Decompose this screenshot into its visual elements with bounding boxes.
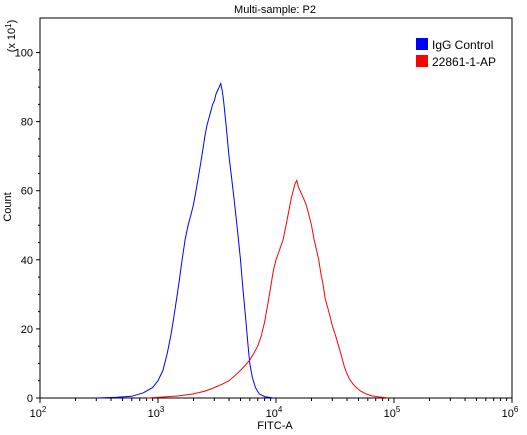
y-multiplier-exp: 1 [4,23,13,28]
x-tick-label: 103 [148,405,165,420]
y-tick-label: 20 [21,324,33,336]
y-tick-label: 80 [21,117,33,129]
y-axis: 0 20 40 60 80 100 [15,48,40,405]
x-axis: 102 103 104 105 106 [30,398,519,420]
chart-title: Multi-sample: P2 [234,4,316,16]
y-tick-label: 0 [27,393,33,405]
x-tick-label: 104 [266,405,283,420]
plot-frame [39,17,513,399]
x-tick-label: 106 [502,405,519,420]
x-tick-label: 102 [30,405,47,420]
series-line-22861-1-ap [146,179,389,399]
plot-area [39,17,513,399]
legend-label-22861-1-ap: 22861-1-AP [432,55,496,69]
legend: IgG Control 22861-1-AP [416,38,496,69]
x-axis-title: FITC-A [257,420,293,432]
legend-swatch-22861-1-ap [416,55,428,67]
x-tick-label: 105 [384,405,401,420]
y-multiplier-close: ) [6,20,18,24]
y-tick-label: 60 [21,186,33,198]
y-tick-label: 40 [21,255,33,267]
legend-label-igg-control: IgG Control [432,38,493,52]
series-line-igg-control [96,81,274,399]
y-axis-title: Count [2,192,14,221]
y-tick-label: 100 [15,48,33,60]
y-multiplier-label: (x 101) [4,20,18,53]
series-layer [96,81,389,399]
legend-swatch-igg-control [416,38,428,50]
y-multiplier-prefix: (x 10 [6,28,18,52]
